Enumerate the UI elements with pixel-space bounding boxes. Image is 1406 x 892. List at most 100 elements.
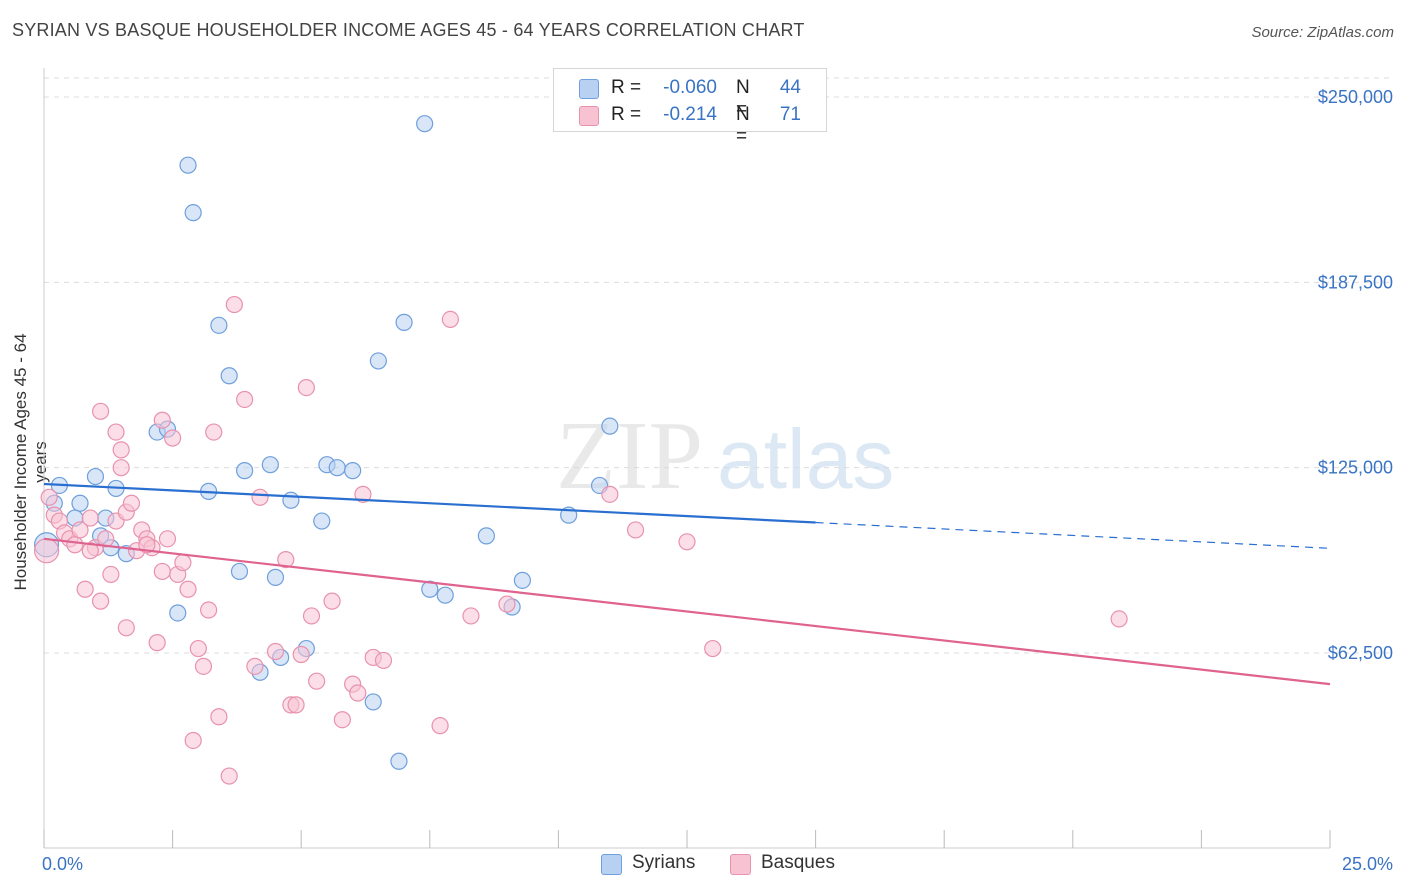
basques-point: [292, 645, 310, 664]
basques-point: [498, 595, 516, 613]
basques-point: [333, 711, 351, 729]
basques-point: [354, 485, 372, 503]
basques-point: [308, 672, 326, 690]
basques-point: [81, 542, 99, 560]
basques-point: [704, 639, 722, 658]
basques-point: [107, 423, 125, 441]
y-tick-label: $62,500: [1328, 643, 1393, 663]
basques-point: [66, 536, 84, 554]
basques-point: [374, 651, 393, 670]
basques-point: [302, 607, 321, 625]
watermark-atlas: atlas: [717, 412, 894, 506]
basques-point: [441, 310, 459, 328]
syrians-swatch: [601, 854, 622, 875]
x-tick-label: 0.0%: [42, 854, 83, 874]
legend-label-basques: Basques: [761, 852, 835, 873]
basques-point: [117, 619, 135, 637]
basques-point: [122, 494, 141, 512]
syrians-point: [477, 527, 495, 545]
syrians-point: [266, 568, 285, 586]
basques-point: [174, 553, 192, 572]
legend-r-label: R =: [611, 104, 642, 125]
syrians-point: [236, 462, 254, 480]
syrians-point: [282, 491, 300, 509]
legend-n-label: N =: [736, 77, 750, 120]
syrians-trend-extension: [815, 521, 1331, 549]
syrians-point: [390, 752, 408, 770]
legend-n-value: 71: [779, 104, 801, 125]
syrians-point: [369, 352, 387, 370]
correlation-legend: R = -0.060 N = 44 R = -0.214 N = 71: [553, 68, 827, 147]
syrians-point: [71, 494, 89, 512]
legend-n-value: 44: [779, 77, 801, 98]
syrians-point: [261, 456, 279, 474]
basques-swatch: [579, 106, 599, 126]
basques-point: [76, 580, 94, 598]
basques-point: [153, 411, 171, 429]
legend-r-value: -0.060: [663, 77, 717, 98]
basques-point: [189, 639, 207, 658]
trend-lines: [43, 482, 1331, 686]
y-tick-label: $187,500: [1318, 272, 1393, 292]
syrians-point: [230, 562, 249, 581]
syrians-point: [344, 462, 362, 480]
basques-point: [349, 684, 367, 702]
basques-point: [40, 488, 58, 506]
basques-point: [266, 642, 285, 661]
syrians-point: [86, 467, 105, 486]
syrians-point: [416, 115, 434, 133]
basques-point: [1110, 610, 1128, 628]
basques-point: [626, 521, 645, 539]
tick-labels: $62,500 $125,000 $187,500 $250,000 0.0% 25.0%: [42, 87, 1393, 874]
source-label: Source: ZipAtlas.com: [1251, 24, 1394, 41]
syrians-point: [395, 313, 413, 331]
basques-swatch: [730, 854, 751, 875]
basques-point: [287, 696, 305, 714]
syrians-point: [184, 204, 202, 222]
basques-point: [205, 423, 223, 441]
syrians-point: [421, 580, 439, 598]
syrians-swatch: [579, 79, 599, 99]
basques-point: [153, 562, 171, 581]
basques-point: [164, 429, 182, 447]
basques-point: [179, 580, 197, 598]
legend-r-label: R =: [611, 77, 642, 98]
basques-point: [431, 717, 449, 735]
basques-trend-line: [43, 537, 1331, 686]
basques-point: [81, 509, 99, 527]
syrians-point: [179, 156, 197, 174]
basques-point: [277, 550, 295, 569]
basques-point: [236, 390, 254, 409]
syrians-point: [513, 571, 531, 589]
syrians-point: [313, 512, 331, 530]
syrians-point: [601, 417, 619, 435]
basques-point: [138, 536, 156, 554]
y-tick-label: $125,000: [1318, 458, 1393, 478]
basques-point: [200, 601, 218, 619]
axes: [43, 68, 1331, 849]
legend-label-syrians: Syrians: [632, 852, 696, 873]
series-legend: Syrians Basques: [0, 852, 1406, 878]
basques-point: [251, 488, 269, 506]
basques-point: [601, 485, 619, 503]
basques-point: [158, 530, 177, 548]
basques-point: [220, 767, 238, 785]
syrians-point: [210, 316, 228, 334]
basques-point: [225, 295, 243, 314]
legend-r-value: -0.214: [663, 104, 717, 125]
watermark: ZIP atlas: [556, 402, 894, 510]
syrians-trend-line: [43, 482, 816, 524]
syrians-point: [169, 604, 187, 622]
basques-point: [323, 592, 341, 610]
basques-point: [210, 708, 228, 726]
basques-point: [71, 521, 89, 539]
syrians-point: [364, 693, 382, 711]
syrians-point: [220, 367, 238, 385]
basques-point: [246, 657, 264, 675]
basques-point: [102, 565, 120, 584]
basques-point: [297, 379, 315, 397]
x-tick-label: 25.0%: [1342, 854, 1393, 874]
basques-point: [112, 459, 130, 477]
basques-point: [148, 634, 166, 652]
